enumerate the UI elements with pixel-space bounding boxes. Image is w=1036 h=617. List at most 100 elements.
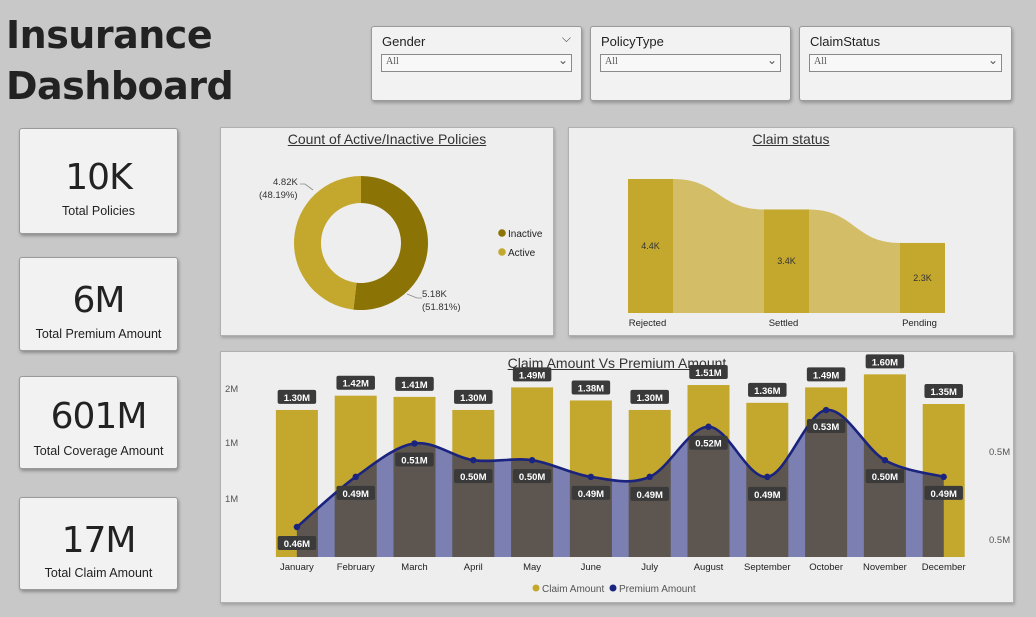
kpi-caption: Total Premium Amount: [35, 327, 162, 341]
donut-data-label: (48.19%): [259, 190, 298, 201]
premium-data-label: 0.49M: [578, 489, 604, 500]
claim-data-label: 1.30M: [460, 393, 486, 404]
premium-data-label: 0.51M: [401, 455, 427, 466]
legend-marker-claim-amount: [532, 584, 540, 592]
donut-leader-line: [406, 293, 422, 299]
donut-leader-line: [300, 183, 314, 191]
kpi-value: 10K: [65, 157, 132, 198]
chevron-down-icon: ⌄: [557, 53, 568, 67]
premium-data-label: 0.50M: [872, 472, 898, 483]
premium-data-label-badge: [806, 419, 846, 434]
kpi-caption: Total Coverage Amount: [33, 444, 164, 458]
policytype-slicer[interactable]: PolicyType All ⌄: [590, 26, 791, 101]
claim-data-label: 1.49M: [813, 370, 839, 381]
gender-slicer[interactable]: Gender ⌵ All ⌄: [371, 26, 582, 101]
chevron-down-icon: ⌄: [987, 53, 998, 67]
claim-data-label-badge: [454, 389, 493, 404]
combo-chart-title: Claim Amount Vs Premium Amount: [507, 355, 727, 371]
kpi-value: 17M: [61, 520, 137, 561]
premium-data-label-badge: [689, 435, 728, 450]
x-tick-label: November: [863, 562, 907, 573]
kpi-card-total-coverage: 601M Total Coverage Amount: [19, 376, 178, 469]
donut-chart: 5.18K (51.81%) 4.82K (48.19%) Inactive Active: [259, 176, 543, 313]
claim-data-label: 1.51M: [695, 368, 721, 379]
premium-data-label-badge: [865, 469, 905, 484]
premium-point: [646, 473, 653, 481]
claim-data-label-badge: [865, 354, 905, 369]
premium-line: [296, 408, 945, 528]
x-tick-label: Pending: [902, 318, 937, 329]
donut-chart-title: Count of Active/Inactive Policies: [287, 131, 487, 147]
x-tick-label: April: [464, 562, 483, 573]
legend-label: Claim Amount: [542, 584, 604, 595]
chevron-down-icon[interactable]: ⌵: [561, 31, 571, 45]
premium-data-label: 0.46M: [284, 539, 310, 550]
premium-point: [587, 473, 595, 481]
claim-data-label-badge: [395, 376, 434, 391]
claim-data-label: 1.38M: [578, 383, 604, 394]
y-right-tick-label: 0.5M: [989, 447, 1010, 458]
gender-dropdown-value: All: [386, 56, 399, 67]
premium-data-label-badge: [924, 485, 963, 500]
premium-data-label: 0.49M: [342, 489, 368, 500]
legend-marker-premium-amount: [609, 584, 617, 592]
y-right-tick-label: 0.5M: [989, 535, 1010, 546]
gender-slicer-label: Gender: [382, 34, 426, 49]
ribbon-bar-rejected: [628, 179, 673, 313]
kpi-value: 601M: [50, 396, 148, 437]
combo-chart: 1.30M 1.42M 1.41M 1.30M 1.49M 1.38M 1.30M 1.51M…: [225, 354, 1010, 595]
x-tick-label: December: [922, 562, 966, 573]
premium-data-label-badge: [571, 485, 611, 500]
donut-data-label: (51.81%): [422, 302, 461, 313]
x-tick-label: Rejected: [629, 318, 667, 329]
premium-point: [293, 523, 301, 531]
page-title: Insurance Dashboard: [6, 10, 234, 112]
kpi-card-total-premium: 6M Total Premium Amount: [19, 257, 178, 351]
premium-point: [705, 423, 712, 430]
claim-data-label-badge: [630, 389, 669, 404]
y-left-tick-label: 1M: [225, 438, 238, 449]
overlap-bar-october: [805, 409, 848, 557]
ribbon-data-label: 2.3K: [913, 273, 932, 283]
kpi-card-total-claim: 17M Total Claim Amount: [19, 497, 178, 590]
premium-point: [822, 406, 830, 414]
policytype-dropdown[interactable]: All ⌄: [600, 53, 781, 72]
x-tick-label: October: [809, 562, 843, 573]
premium-point: [470, 456, 477, 464]
premium-data-label-badge: [512, 469, 552, 484]
premium-point: [764, 473, 771, 481]
x-tick-label: February: [337, 562, 375, 573]
premium-point: [352, 473, 359, 481]
page-title-line2: Dashboard: [6, 64, 234, 108]
x-tick-label: June: [581, 562, 602, 573]
claimstatus-slicer-label: ClaimStatus: [810, 34, 881, 49]
claim-data-label-badge: [689, 365, 728, 380]
ribbon-bar-pending: [900, 242, 945, 313]
ribbon-connector: [809, 209, 900, 313]
claim-data-label: 1.30M: [284, 393, 310, 404]
claimstatus-dropdown[interactable]: All ⌄: [809, 53, 1002, 72]
y-left-tick-label: 2M: [225, 384, 238, 395]
legend-label: Active: [508, 248, 536, 259]
x-tick-label: January: [280, 562, 314, 573]
claim-data-label-badge: [924, 384, 963, 399]
premium-data-label-badge: [336, 485, 375, 500]
claimstatus-slicer[interactable]: ClaimStatus All ⌄: [799, 26, 1012, 101]
gender-dropdown[interactable]: All ⌄: [381, 53, 572, 72]
ribbon-connector: [673, 179, 764, 313]
x-tick-label: May: [523, 562, 541, 573]
premium-data-label-badge: [630, 486, 669, 501]
premium-data-label-badge: [395, 452, 434, 467]
legend-marker-inactive: [498, 229, 506, 237]
claim-data-label: 1.36M: [754, 386, 780, 397]
x-tick-label: March: [401, 562, 427, 573]
legend-marker-active: [498, 248, 506, 256]
ribbon-data-label: 4.4K: [641, 241, 660, 251]
premium-data-label: 0.49M: [636, 490, 662, 501]
claim-data-label: 1.60M: [872, 357, 898, 368]
claim-data-label: 1.35M: [930, 387, 956, 398]
premium-point: [940, 473, 947, 481]
donut-chart-panel: Count of Active/Inactive Policies 5.18K (…: [220, 127, 554, 336]
donut-slice-inactive: [353, 176, 429, 310]
kpi-caption: Total Policies: [62, 204, 135, 218]
